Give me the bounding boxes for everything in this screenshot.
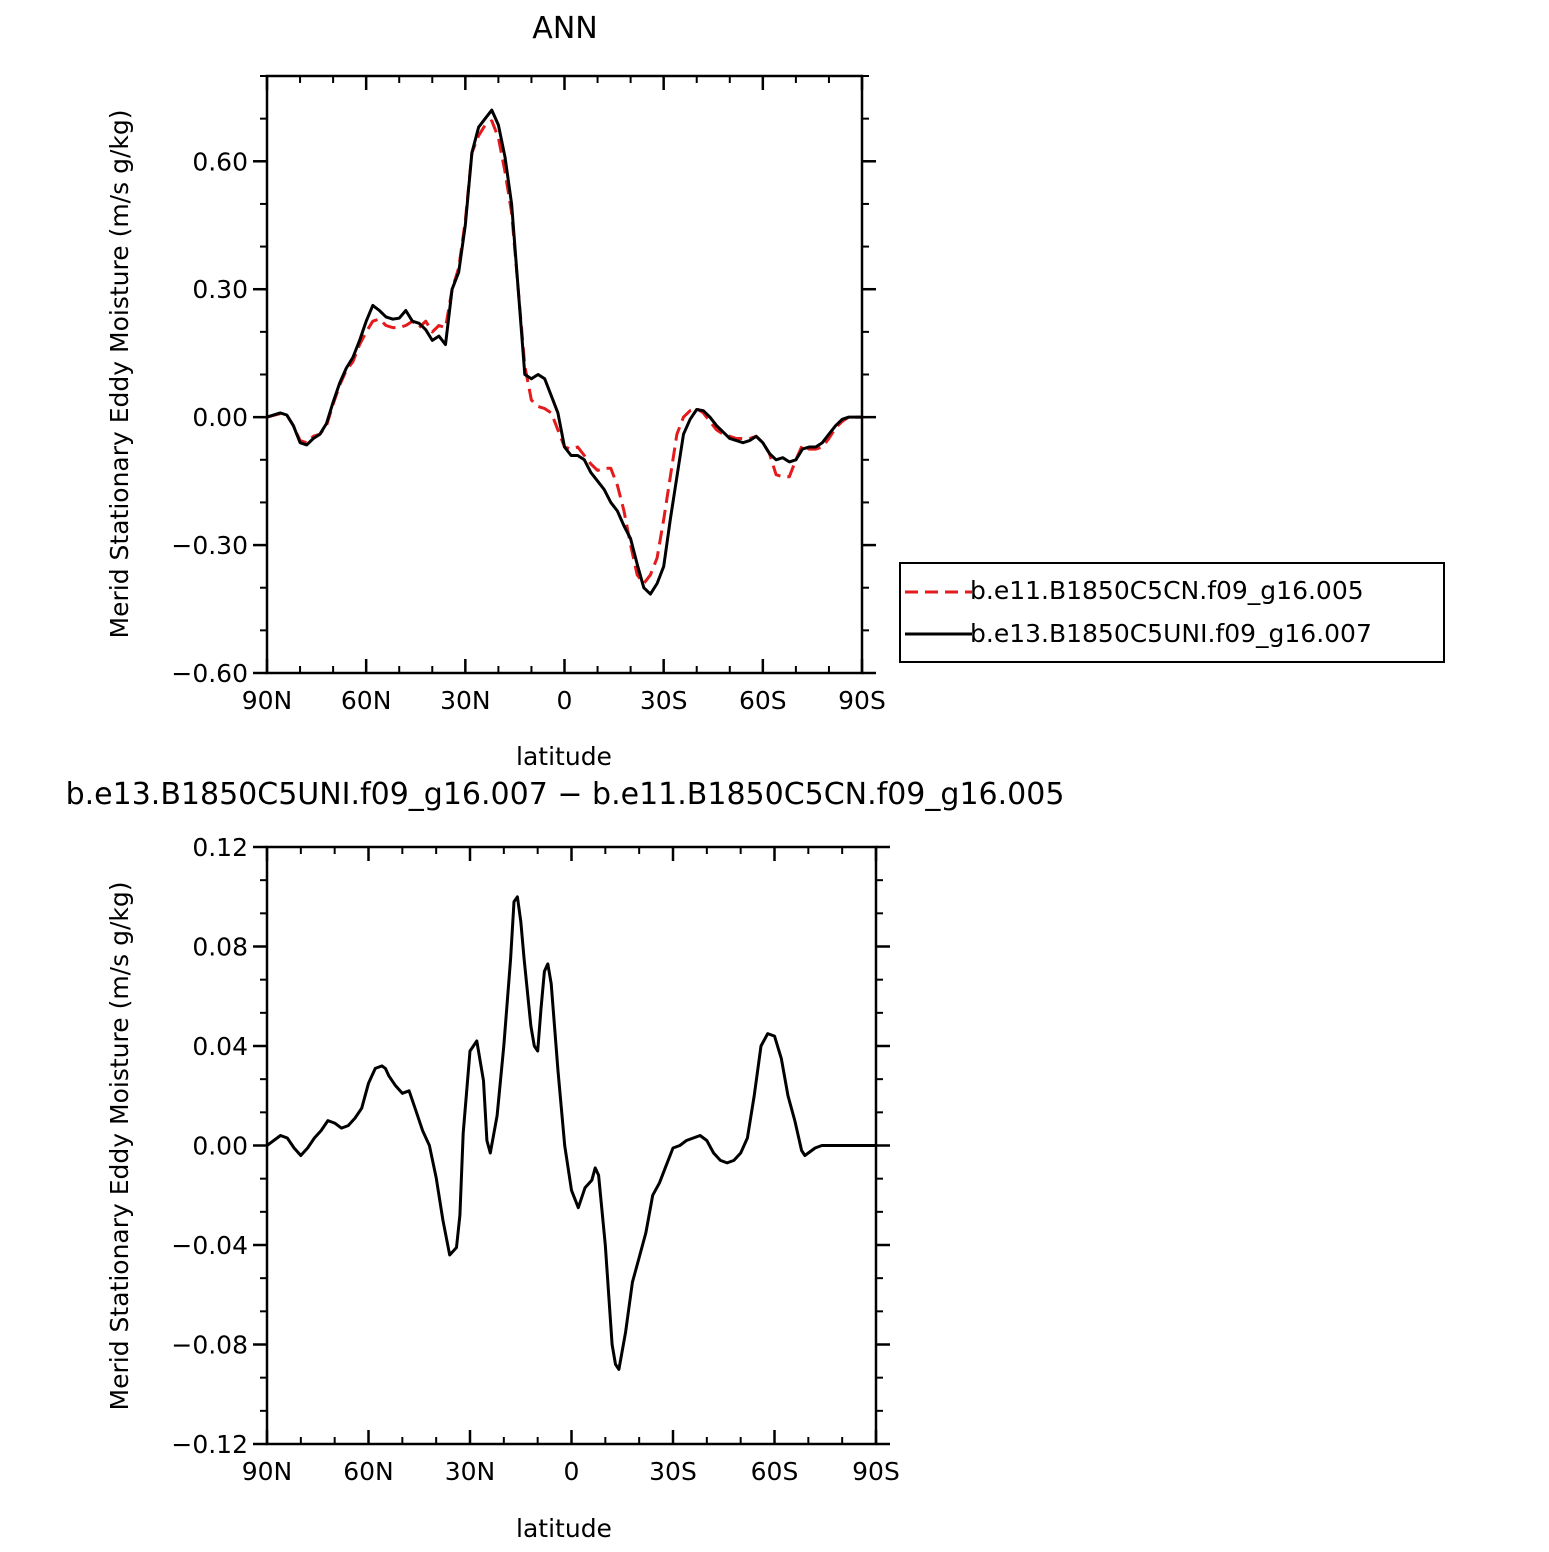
y-tick-label: −0.60 bbox=[171, 659, 248, 688]
top-y-axis-label: Merid Stationary Eddy Moisture (m/s g/kg… bbox=[105, 110, 134, 639]
x-tick-label: 0 bbox=[557, 686, 573, 715]
bottom-x-axis-label: latitude bbox=[516, 1514, 612, 1543]
y-tick-label: 0.60 bbox=[192, 147, 248, 176]
x-tick-label: 90N bbox=[242, 1457, 293, 1486]
y-tick-label: 0.08 bbox=[192, 933, 248, 962]
x-tick-label: 30S bbox=[640, 686, 688, 715]
bottom-panel: b.e13.B1850C5UNI.f09_g16.007 − b.e11.B18… bbox=[66, 777, 1065, 1543]
top-plot-frame bbox=[265, 74, 864, 675]
bottom-tick-labels: 90N 60N 30N 0 30S 60S 90S −0.12 −0.08 −0.04 0.00 0.… bbox=[171, 833, 899, 1486]
x-tick-label: 90S bbox=[838, 686, 886, 715]
legend: b.e11.B1850C5CN.f09_g16.005 b.e13.B1850C… bbox=[899, 562, 1445, 663]
series-line-black-solid bbox=[266, 895, 876, 1371]
series-line-black-solid bbox=[266, 108, 862, 596]
x-tick-label: 90N bbox=[242, 686, 293, 715]
legend-entry-black: b.e13.B1850C5UNI.f09_g16.007 bbox=[970, 619, 1372, 648]
y-tick-label: 0.12 bbox=[192, 833, 248, 862]
top-plot-title: ANN bbox=[532, 11, 597, 46]
x-tick-label: 60N bbox=[343, 1457, 394, 1486]
x-tick-label: 90S bbox=[852, 1457, 900, 1486]
bottom-series-lines bbox=[266, 895, 876, 1371]
bottom-plot-title: b.e13.B1850C5UNI.f09_g16.007 − b.e11.B18… bbox=[66, 777, 1065, 812]
x-tick-label: 30N bbox=[440, 686, 491, 715]
x-tick-label: 60S bbox=[751, 1457, 799, 1486]
bottom-y-axis-label: Merid Stationary Eddy Moisture (m/s g/kg… bbox=[105, 882, 134, 1411]
series-line-red-dashed bbox=[266, 119, 862, 585]
top-x-axis-label: latitude bbox=[516, 742, 612, 771]
x-tick-label: 30N bbox=[445, 1457, 496, 1486]
x-tick-label: 60S bbox=[739, 686, 787, 715]
y-tick-label: 0.00 bbox=[192, 403, 248, 432]
y-tick-label: −0.30 bbox=[171, 531, 248, 560]
y-tick-label: −0.08 bbox=[171, 1331, 248, 1360]
y-tick-label: −0.04 bbox=[171, 1231, 248, 1260]
y-tick-label: 0.00 bbox=[192, 1132, 248, 1161]
top-panel: ANN 90N 60N 30N 0 30S 60S 90S −0.60 −0.30 0.00 0.3… bbox=[105, 11, 886, 771]
top-axis-ticks bbox=[253, 75, 876, 675]
x-tick-label: 0 bbox=[564, 1457, 580, 1486]
bottom-axis-ticks bbox=[253, 845, 890, 1446]
y-tick-label: 0.30 bbox=[192, 275, 248, 304]
x-tick-label: 30S bbox=[649, 1457, 697, 1486]
y-tick-label: −0.12 bbox=[171, 1430, 248, 1459]
x-tick-label: 60N bbox=[341, 686, 392, 715]
y-tick-label: 0.04 bbox=[192, 1032, 248, 1061]
legend-entry-red: b.e11.B1850C5CN.f09_g16.005 bbox=[970, 576, 1364, 605]
legend-box bbox=[899, 562, 1445, 663]
top-tick-labels: 90N 60N 30N 0 30S 60S 90S −0.60 −0.30 0.00 0.30 0.6… bbox=[171, 147, 885, 715]
top-series-lines bbox=[266, 108, 862, 596]
bottom-plot-frame bbox=[265, 845, 878, 1446]
